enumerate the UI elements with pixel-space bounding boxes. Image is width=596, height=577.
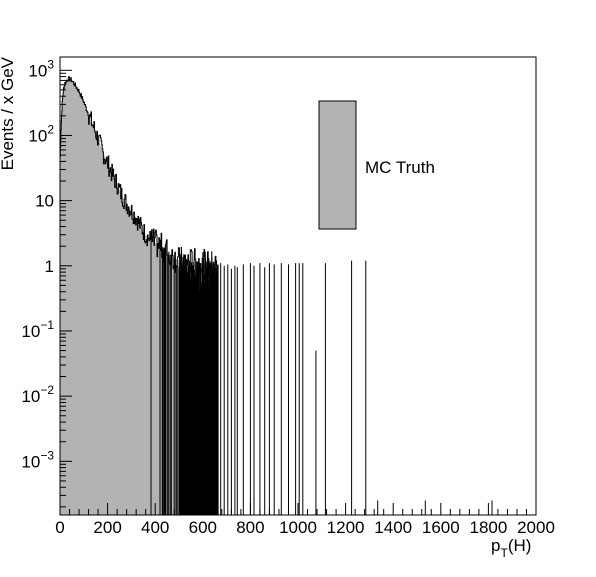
x-tick-label: 1400	[374, 518, 412, 537]
x-axis-label-main: p	[491, 536, 500, 555]
x-tick-label: 400	[141, 518, 169, 537]
x-tick-label: 200	[93, 518, 121, 537]
x-tick-label: 600	[189, 518, 217, 537]
y-tick-label: 1	[45, 257, 54, 276]
legend-swatch	[319, 101, 356, 229]
x-tick-label: 1800	[469, 518, 507, 537]
x-tick-label: 1600	[422, 518, 460, 537]
legend-label: MC Truth	[365, 158, 435, 177]
y-axis-label: Events / x GeV	[0, 56, 17, 170]
x-tick-label: 800	[236, 518, 264, 537]
x-tick-label: 0	[55, 518, 64, 537]
x-axis-label-rest: (H)	[508, 536, 532, 555]
y-tick-label: 10	[35, 192, 54, 211]
histogram-dense-band	[179, 261, 218, 515]
x-tick-label: 1200	[327, 518, 365, 537]
x-tick-label: 2000	[517, 518, 555, 537]
x-tick-label: 1000	[279, 518, 317, 537]
